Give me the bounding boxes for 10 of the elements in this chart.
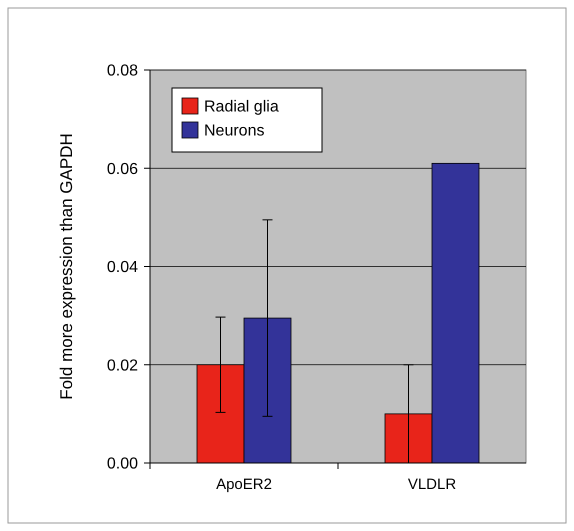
y-axis-title: Fold more expression than GAPDH bbox=[57, 133, 76, 400]
x-tick-label: ApoER2 bbox=[216, 476, 272, 493]
y-tick-label: 0.02 bbox=[106, 357, 138, 374]
y-tick-label: 0.08 bbox=[106, 62, 138, 80]
x-tick-label: VLDLR bbox=[408, 476, 456, 493]
legend-label: Neurons bbox=[204, 122, 264, 140]
y-tick-label: 0.00 bbox=[106, 456, 138, 473]
y-tick-label: 0.06 bbox=[106, 160, 138, 178]
legend-label: Radial glia bbox=[204, 98, 279, 116]
y-tick-label: 0.04 bbox=[106, 259, 138, 276]
